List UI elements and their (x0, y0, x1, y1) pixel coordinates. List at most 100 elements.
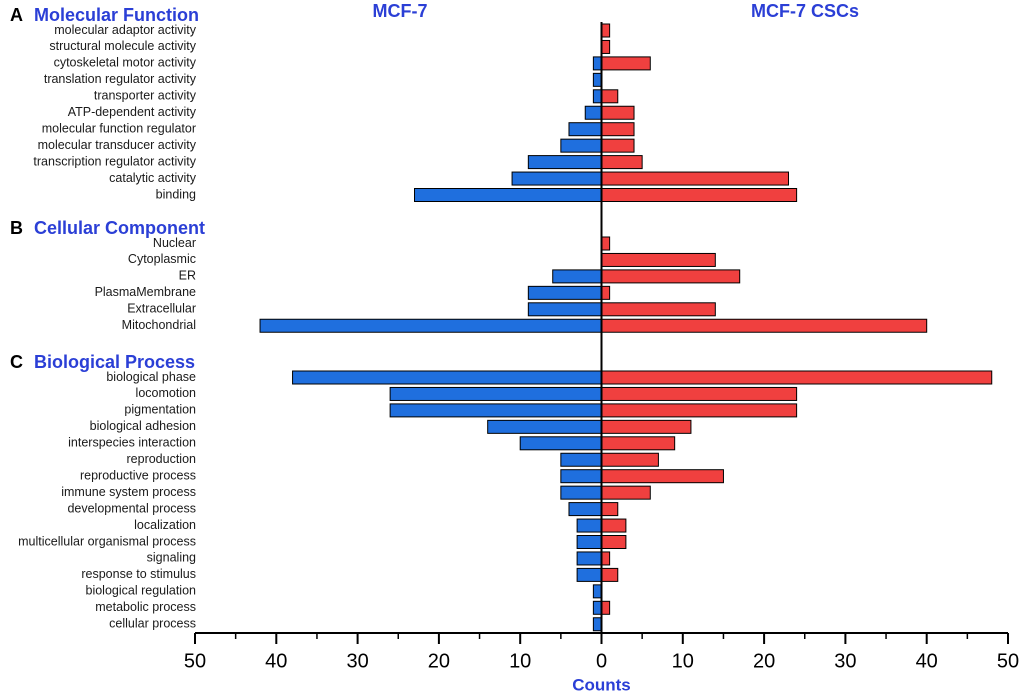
category-label: response to stimulus (81, 567, 196, 581)
bar-mcf7-cscs (601, 23, 611, 38)
bar-mcf7 (527, 302, 603, 317)
panel-letter-b: B (10, 218, 23, 238)
bar-mcf7 (292, 370, 602, 385)
bar-mcf7-cscs (601, 518, 627, 533)
x-tick-label: 30 (834, 650, 856, 672)
category-label: Nuclear (153, 236, 196, 250)
category-label: signaling (147, 551, 196, 565)
category-label: locomotion (136, 386, 196, 400)
bar-mcf7 (560, 138, 602, 153)
x-tick-label: 20 (428, 650, 450, 672)
x-tick-label: 20 (753, 650, 775, 672)
bar-mcf7-cscs (601, 269, 741, 284)
category-label: molecular function regulator (42, 121, 196, 135)
bar-mcf7-cscs (601, 386, 798, 401)
bar-mcf7 (592, 584, 602, 599)
bar-mcf7 (576, 535, 602, 549)
bar-mcf7 (527, 285, 603, 300)
category-label: multicellular organismal process (18, 534, 196, 548)
category-label: interspecies interaction (68, 436, 196, 450)
category-label: Extracellular (127, 302, 196, 316)
category-label: ATP-dependent activity (68, 105, 197, 119)
category-label: biological regulation (86, 584, 197, 598)
series-header-mcf7: MCF-7 (373, 1, 428, 21)
bar-mcf7 (592, 72, 602, 87)
bar-mcf7 (259, 318, 602, 333)
category-label: cellular process (109, 617, 196, 631)
bar-mcf7 (560, 452, 602, 467)
bar-mcf7-cscs (601, 403, 798, 418)
bar-mcf7 (568, 502, 602, 517)
bar-mcf7-cscs (601, 56, 651, 71)
bar-mcf7 (560, 469, 602, 484)
bar-mcf7 (511, 171, 603, 186)
category-label: molecular transducer activity (38, 138, 197, 152)
category-label: immune system process (61, 485, 196, 499)
category-label: localization (134, 518, 196, 532)
bar-mcf7-cscs (601, 600, 611, 615)
bar-mcf7 (592, 56, 602, 71)
bar-mcf7 (576, 567, 602, 582)
bar-mcf7 (527, 155, 603, 170)
bar-mcf7-cscs (601, 436, 676, 451)
bar-mcf7-cscs (601, 236, 611, 251)
x-tick-label: 50 (184, 650, 206, 672)
bar-mcf7-cscs (601, 39, 611, 54)
bar-mcf7 (592, 89, 602, 104)
x-tick-label: 30 (346, 650, 368, 672)
category-label: metabolic process (95, 600, 196, 614)
bar-mcf7-cscs (601, 252, 716, 267)
bar-mcf7-cscs (601, 155, 643, 170)
bar-mcf7-cscs (601, 171, 789, 186)
category-label: cytoskeletal motor activity (54, 56, 197, 70)
category-label: binding (156, 187, 196, 201)
bar-mcf7-cscs (601, 419, 692, 434)
panel-title-b: Cellular Component (34, 218, 205, 238)
category-label: pigmentation (124, 403, 196, 417)
category-label: reproduction (127, 452, 197, 466)
bar-mcf7-cscs (601, 551, 611, 566)
bar-mcf7-cscs (601, 370, 993, 385)
x-tick-label: 0 (596, 650, 607, 672)
x-tick-label: 50 (997, 650, 1019, 672)
category-label: ER (179, 269, 196, 283)
category-label: Cytoplasmic (128, 252, 196, 266)
category-label: catalytic activity (109, 171, 197, 185)
bar-mcf7-cscs (601, 485, 651, 500)
x-tick-label: 40 (265, 650, 287, 672)
bar-mcf7 (414, 188, 603, 202)
bar-mcf7-cscs (601, 285, 611, 300)
bar-mcf7-cscs (601, 318, 928, 333)
category-label: structural molecule activity (49, 39, 196, 53)
series-header-mcf7-cscs: MCF-7 CSCs (751, 1, 859, 21)
bar-mcf7-cscs (601, 302, 716, 317)
category-label: PlasmaMembrane (95, 285, 196, 299)
bar-mcf7 (552, 269, 602, 284)
panel-title-c: Biological Process (34, 352, 195, 372)
bar-mcf7 (389, 386, 602, 401)
category-label: translation regulator activity (44, 72, 197, 86)
category-label: biological phase (106, 370, 196, 384)
category-label: transcription regulator activity (33, 154, 196, 168)
bar-mcf7 (568, 122, 602, 137)
bar-mcf7-cscs (601, 502, 619, 517)
panel-letter-c: C (10, 352, 23, 372)
bar-mcf7 (576, 518, 602, 533)
panel-letter-a: A (10, 5, 23, 25)
bar-mcf7-cscs (601, 567, 619, 582)
bar-mcf7-cscs (601, 452, 659, 467)
bar-mcf7-cscs (601, 138, 635, 153)
bar-mcf7-cscs (601, 89, 619, 104)
bar-mcf7 (592, 600, 602, 615)
bar-mcf7 (519, 436, 603, 451)
category-label: biological adhesion (90, 419, 196, 433)
category-label: transporter activity (94, 89, 197, 103)
panel-title-a: Molecular Function (34, 5, 199, 25)
bar-mcf7-cscs (601, 188, 798, 202)
bar-mcf7 (560, 485, 602, 500)
x-axis-title: Counts (572, 675, 631, 694)
bar-mcf7-cscs (601, 122, 635, 137)
bar-mcf7 (576, 551, 602, 566)
category-label: reproductive process (80, 468, 196, 482)
